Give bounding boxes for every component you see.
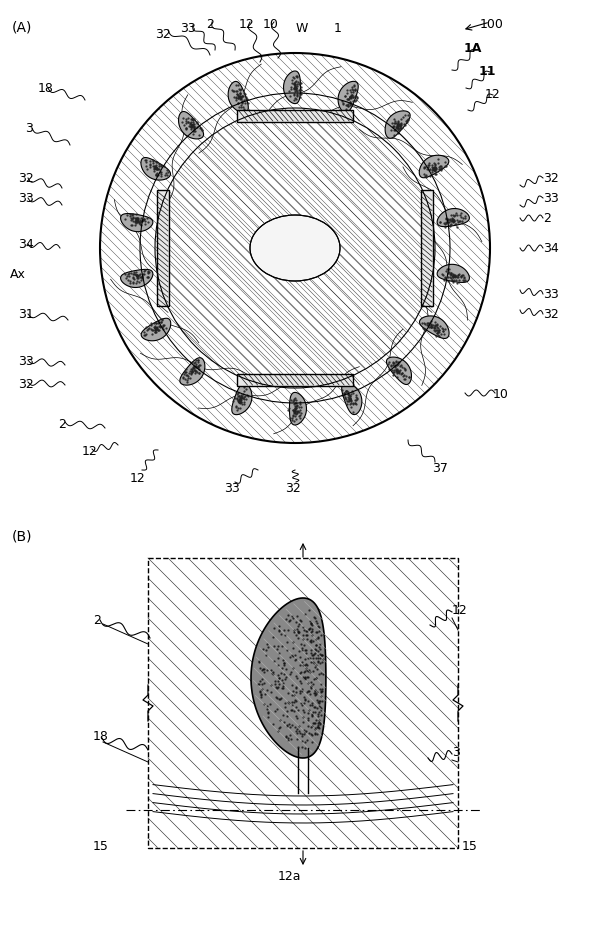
Text: 12: 12: [130, 472, 146, 485]
Polygon shape: [289, 392, 307, 425]
Text: 1A: 1A: [464, 42, 482, 55]
Polygon shape: [342, 384, 362, 414]
Text: (A): (A): [12, 20, 32, 34]
Polygon shape: [338, 82, 358, 112]
Polygon shape: [419, 316, 449, 338]
Text: 3: 3: [452, 746, 460, 759]
Text: 33: 33: [224, 482, 240, 495]
Bar: [148, 558, 458, 848]
Polygon shape: [121, 213, 153, 232]
Bar: [148, 558, 458, 848]
Text: 15: 15: [93, 840, 109, 853]
Polygon shape: [251, 598, 326, 758]
Polygon shape: [232, 384, 252, 414]
Text: 18: 18: [38, 82, 54, 95]
Polygon shape: [180, 358, 205, 385]
Text: 32: 32: [543, 308, 559, 321]
Text: Ax: Ax: [10, 268, 26, 281]
Text: 32: 32: [543, 172, 559, 185]
Ellipse shape: [250, 215, 340, 281]
Text: 33: 33: [543, 192, 559, 205]
Text: 37: 37: [432, 462, 448, 475]
Text: 12a: 12a: [278, 870, 302, 883]
Text: 10: 10: [263, 18, 279, 31]
Polygon shape: [121, 270, 153, 287]
Bar: [237, 374, 353, 386]
Text: 15: 15: [462, 840, 478, 853]
Text: 2: 2: [58, 418, 66, 431]
Text: 100: 100: [480, 18, 504, 31]
Text: (B): (B): [12, 530, 32, 544]
Text: 33: 33: [18, 192, 34, 205]
Text: 3: 3: [25, 122, 33, 135]
Bar: [237, 110, 353, 122]
Text: 32: 32: [18, 172, 34, 185]
Polygon shape: [179, 111, 203, 139]
Polygon shape: [141, 158, 170, 180]
Text: 12: 12: [239, 18, 255, 31]
Bar: [157, 190, 169, 306]
Text: 2: 2: [543, 212, 551, 225]
Text: 33: 33: [543, 288, 559, 301]
Polygon shape: [437, 209, 469, 226]
Text: 1: 1: [334, 22, 342, 35]
Text: 12: 12: [485, 88, 501, 101]
Polygon shape: [228, 82, 248, 113]
Polygon shape: [141, 318, 171, 341]
Text: 32: 32: [18, 378, 34, 391]
Text: 31: 31: [18, 308, 34, 321]
Text: 2: 2: [93, 614, 101, 627]
Text: 11: 11: [478, 65, 496, 78]
Polygon shape: [419, 155, 449, 178]
Polygon shape: [284, 71, 301, 104]
Text: 33: 33: [18, 355, 34, 368]
Polygon shape: [385, 111, 410, 138]
Text: W: W: [296, 22, 308, 35]
Polygon shape: [437, 264, 469, 283]
Text: 34: 34: [18, 238, 34, 251]
Text: 32: 32: [285, 482, 301, 495]
Bar: [421, 190, 433, 306]
Polygon shape: [386, 357, 412, 385]
Text: 2: 2: [206, 18, 214, 31]
Text: 18: 18: [93, 730, 109, 743]
Text: 34: 34: [543, 242, 559, 255]
Text: 33: 33: [180, 22, 196, 35]
Text: 10: 10: [493, 388, 509, 401]
Text: 32: 32: [155, 28, 171, 41]
Text: 12: 12: [82, 445, 98, 458]
Text: 12: 12: [452, 604, 468, 617]
